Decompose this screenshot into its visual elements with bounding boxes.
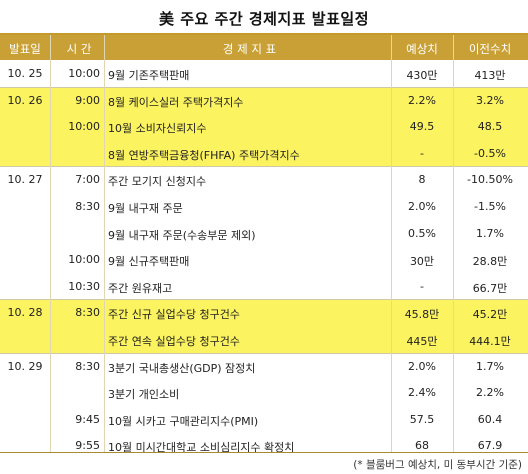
cell-expected: 430만 bbox=[406, 69, 438, 82]
cell-expected: 45.8만 bbox=[404, 308, 440, 322]
cell-indicator: 주간 원유재고 bbox=[108, 281, 173, 295]
cell-time: 7:00 bbox=[75, 173, 100, 187]
column-divider bbox=[50, 35, 51, 452]
table-row: 10:30 주간 원유재고 - 66.7만 bbox=[0, 273, 528, 300]
cell-previous: 28.8만 bbox=[472, 255, 508, 269]
cell-expected: 30만 bbox=[409, 255, 435, 269]
cell-indicator: 3분기 국내총생산(GDP) 잠정치 bbox=[108, 361, 256, 375]
cell-indicator: 3분기 개인소비 bbox=[108, 388, 180, 402]
cell-previous: 413만 bbox=[474, 69, 506, 82]
cell-expected: 8 bbox=[418, 173, 426, 187]
column-divider bbox=[391, 35, 392, 452]
cell-time: 9:00 bbox=[75, 93, 100, 107]
table-row: 10:00 9월 신규주택판매 30만 28.8만 bbox=[0, 246, 528, 273]
header-indicator: 경 제 지 표 bbox=[222, 42, 277, 56]
cell-time: 8:30 bbox=[75, 306, 100, 320]
table-body: 10. 25 10:00 9월 기존주택판매 430만 413만 10. 26 … bbox=[0, 60, 528, 459]
cell-time: 8:30 bbox=[75, 359, 100, 373]
cell-previous: 66.7만 bbox=[472, 281, 508, 295]
cell-previous: 45.2만 bbox=[472, 308, 508, 322]
cell-indicator: 9월 신규주택판매 bbox=[108, 255, 190, 269]
table-row: 9:45 10월 시카고 구매관리지수(PMI) 57.5 60.4 bbox=[0, 406, 528, 433]
cell-previous: 444.1만 bbox=[469, 334, 511, 348]
table-row: 10. 28 8:30 주간 신규 실업수당 청구건수 45.8만 45.2만 bbox=[0, 299, 528, 326]
cell-date: 10. 26 bbox=[7, 93, 43, 107]
table-row: 9월 내구재 주문(수송부문 제외) 0.5% 1.7% bbox=[0, 220, 528, 247]
row-separator bbox=[0, 299, 528, 301]
cell-indicator: 주간 연속 실업수당 청구건수 bbox=[108, 334, 240, 348]
cell-previous: -0.5% bbox=[474, 146, 506, 160]
table-row: 9:55 10월 미시간대학교 소비심리지수 확정치 68 67.9 bbox=[0, 432, 528, 459]
cell-previous: 48.5 bbox=[477, 120, 503, 134]
cell-date: 10. 25 bbox=[7, 67, 43, 80]
column-divider bbox=[104, 35, 105, 452]
cell-time: 10:00 bbox=[68, 120, 100, 134]
cell-previous: 1.7% bbox=[476, 226, 504, 240]
cell-indicator: 주간 모기지 신청지수 bbox=[108, 175, 207, 189]
cell-indicator: 9월 내구재 주문 bbox=[108, 201, 183, 215]
bottom-rule bbox=[0, 452, 528, 453]
table-row: 10. 26 9:00 8월 케이스실러 주택가격지수 2.2% 3.2% bbox=[0, 86, 528, 114]
cell-time: 9:45 bbox=[75, 412, 100, 426]
cell-previous: 67.9 bbox=[477, 439, 503, 453]
cell-date: 10. 29 bbox=[7, 359, 43, 373]
cell-previous: 60.4 bbox=[477, 412, 503, 426]
cell-indicator: 10월 시카고 구매관리지수(PMI) bbox=[108, 414, 259, 428]
footnote: (* 블룸버그 예상치, 미 동부시간 기준) bbox=[353, 459, 522, 471]
header-time: 시 간 bbox=[66, 42, 92, 56]
cell-time: 10:00 bbox=[68, 67, 100, 80]
cell-expected: 68 bbox=[415, 439, 429, 453]
cell-indicator: 9월 내구재 주문(수송부문 제외) bbox=[108, 228, 256, 242]
cell-expected: 2.0% bbox=[408, 359, 436, 373]
table-row: 10:00 10월 소비자신뢰지수 49.5 48.5 bbox=[0, 113, 528, 140]
table-row: 10. 27 7:00 주간 모기지 신청지수 8 -10.50% bbox=[0, 166, 528, 193]
cell-time: 8:30 bbox=[75, 199, 100, 213]
cell-date: 10. 27 bbox=[7, 173, 43, 187]
cell-previous: -10.50% bbox=[467, 173, 513, 187]
cell-indicator: 주간 신규 실업수당 청구건수 bbox=[108, 308, 240, 322]
cell-date: 10. 28 bbox=[7, 306, 43, 320]
row-separator bbox=[0, 352, 528, 354]
column-divider bbox=[453, 35, 454, 452]
cell-expected: - bbox=[420, 279, 424, 293]
cell-previous: -1.5% bbox=[474, 199, 506, 213]
cell-expected: 2.4% bbox=[408, 386, 436, 400]
cell-previous: 2.2% bbox=[476, 386, 504, 400]
cell-expected: 2.0% bbox=[408, 199, 436, 213]
cell-expected: 57.5 bbox=[409, 412, 435, 426]
cell-expected: 0.5% bbox=[408, 226, 436, 240]
top-rule bbox=[0, 33, 528, 35]
page-title: 美 주요 주간 경제지표 발표일정 bbox=[159, 10, 369, 28]
table-row: 주간 연속 실업수당 청구건수 445만 444.1만 bbox=[0, 325, 528, 353]
cell-expected: 445만 bbox=[406, 334, 438, 348]
cell-expected: - bbox=[420, 146, 424, 160]
row-separator bbox=[0, 86, 528, 88]
header-date: 발표일 bbox=[9, 42, 41, 56]
table-row: 3분기 개인소비 2.4% 2.2% bbox=[0, 379, 528, 406]
cell-indicator: 8월 연방주택금융청(FHFA) 주택가격지수 bbox=[108, 148, 300, 162]
table-header: 발표일 시 간 경 제 지 표 예상치 이전수치 bbox=[0, 35, 528, 60]
table-row: 10. 25 10:00 9월 기존주택판매 430만 413만 bbox=[0, 60, 528, 87]
cell-time: 9:55 bbox=[75, 439, 100, 453]
header-previous: 이전수치 bbox=[468, 42, 512, 56]
cell-indicator: 9월 기존주택판매 bbox=[108, 69, 190, 82]
cell-indicator: 10월 소비자신뢰지수 bbox=[108, 122, 207, 136]
table-row: 8:30 9월 내구재 주문 2.0% -1.5% bbox=[0, 193, 528, 220]
cell-indicator: 8월 케이스실러 주택가격지수 bbox=[108, 95, 244, 109]
cell-previous: 3.2% bbox=[476, 93, 504, 107]
header-expected: 예상치 bbox=[406, 42, 438, 56]
cell-indicator: 10월 미시간대학교 소비심리지수 확정치 bbox=[108, 441, 295, 455]
table-row: 8월 연방주택금융청(FHFA) 주택가격지수 - -0.5% bbox=[0, 139, 528, 167]
cell-time: 10:30 bbox=[68, 279, 100, 293]
cell-time: 10:00 bbox=[68, 253, 100, 267]
table-row: 10. 29 8:30 3분기 국내총생산(GDP) 잠정치 2.0% 1.7% bbox=[0, 353, 528, 380]
row-separator bbox=[0, 166, 528, 168]
cell-expected: 49.5 bbox=[409, 120, 435, 134]
cell-previous: 1.7% bbox=[476, 359, 504, 373]
cell-expected: 2.2% bbox=[408, 93, 436, 107]
